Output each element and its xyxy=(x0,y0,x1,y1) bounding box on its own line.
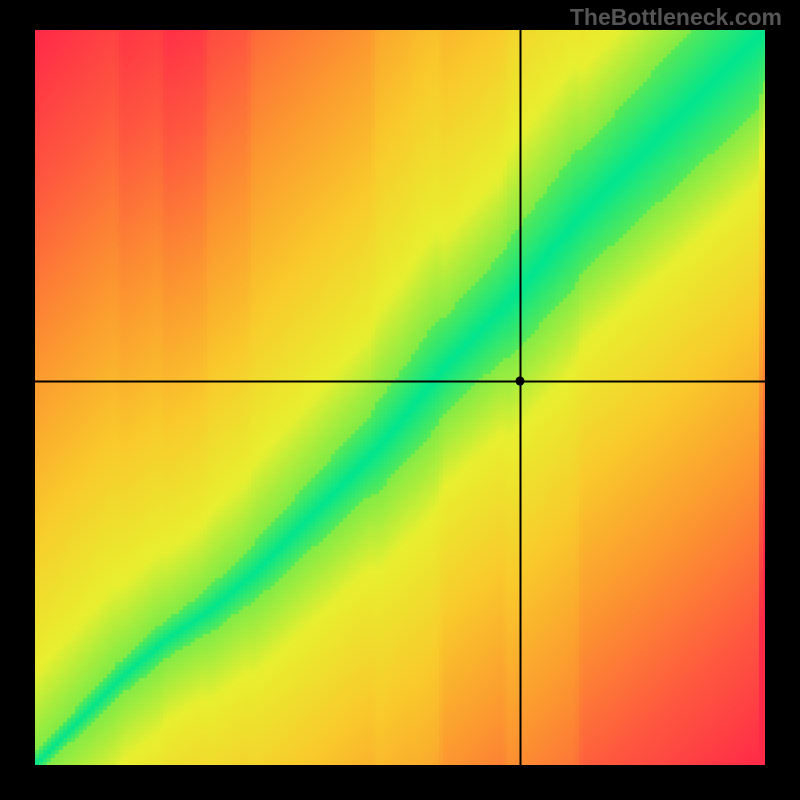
watermark-text: TheBottleneck.com xyxy=(570,4,782,31)
chart-container: TheBottleneck.com xyxy=(0,0,800,800)
bottleneck-heatmap xyxy=(35,30,765,765)
